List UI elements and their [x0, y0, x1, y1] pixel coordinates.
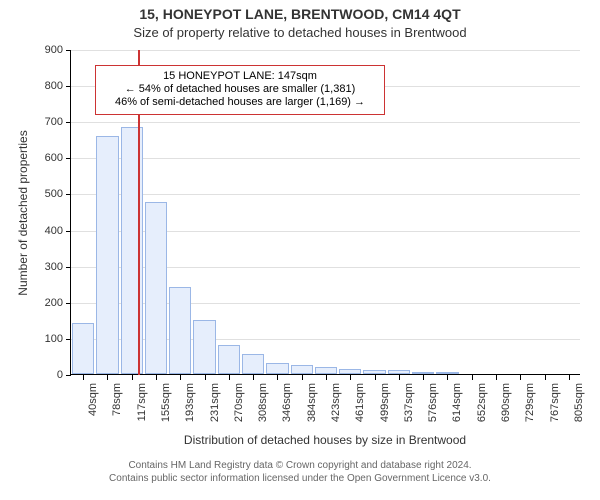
xtick-mark — [253, 375, 254, 380]
xtick-mark — [375, 375, 376, 380]
annotation-line: 46% of semi-detached houses are larger (… — [102, 96, 378, 109]
xtick-label: 384sqm — [306, 383, 318, 422]
ytick-mark — [66, 50, 71, 51]
histogram-bar — [242, 354, 264, 374]
xtick-mark — [277, 375, 278, 380]
annotation-box: 15 HONEYPOT LANE: 147sqm← 54% of detache… — [95, 65, 385, 115]
xtick-label: 78sqm — [111, 383, 123, 416]
footer-line-1: Contains HM Land Registry data © Crown c… — [0, 460, 600, 473]
ytick-mark — [66, 86, 71, 87]
histogram-bar — [96, 136, 118, 374]
ytick-label: 400 — [31, 225, 63, 237]
ytick-mark — [66, 303, 71, 304]
xtick-mark — [520, 375, 521, 380]
xtick-label: 270sqm — [233, 383, 245, 422]
ytick-label: 900 — [31, 44, 63, 56]
xtick-label: 155sqm — [160, 383, 172, 422]
xtick-label: 729sqm — [524, 383, 536, 422]
gridline — [71, 194, 580, 195]
xtick-mark — [302, 375, 303, 380]
ytick-mark — [66, 194, 71, 195]
histogram-bar — [363, 370, 385, 374]
ytick-mark — [66, 339, 71, 340]
xtick-label: 805sqm — [573, 383, 585, 422]
histogram-bar — [145, 202, 167, 374]
chart-footer: Contains HM Land Registry data © Crown c… — [0, 460, 600, 485]
xtick-mark — [83, 375, 84, 380]
ytick-label: 0 — [31, 369, 63, 381]
ytick-label: 300 — [31, 261, 63, 273]
ytick-mark — [66, 122, 71, 123]
y-axis-label: Number of detached properties — [16, 113, 30, 313]
chart-subtitle: Size of property relative to detached ho… — [0, 25, 600, 40]
xtick-mark — [399, 375, 400, 380]
xtick-label: 423sqm — [330, 383, 342, 422]
histogram-bar — [315, 367, 337, 374]
xtick-mark — [423, 375, 424, 380]
xtick-mark — [132, 375, 133, 380]
xtick-mark — [205, 375, 206, 380]
histogram-bar — [388, 370, 410, 374]
xtick-mark — [229, 375, 230, 380]
xtick-label: 537sqm — [403, 383, 415, 422]
xtick-mark — [545, 375, 546, 380]
ytick-label: 100 — [31, 333, 63, 345]
annotation-line: ← 54% of detached houses are smaller (1,… — [102, 83, 378, 96]
xtick-label: 690sqm — [500, 383, 512, 422]
ytick-mark — [66, 375, 71, 376]
xtick-label: 40sqm — [87, 383, 99, 416]
xtick-mark — [472, 375, 473, 380]
gridline — [71, 50, 580, 51]
x-axis-label: Distribution of detached houses by size … — [70, 433, 580, 447]
xtick-label: 117sqm — [136, 383, 148, 421]
xtick-mark — [350, 375, 351, 380]
xtick-label: 614sqm — [451, 383, 463, 422]
histogram-bar — [193, 320, 215, 374]
chart-title: 15, HONEYPOT LANE, BRENTWOOD, CM14 4QT — [0, 6, 600, 22]
histogram-bar — [218, 345, 240, 374]
gridline — [71, 158, 580, 159]
histogram-bar — [169, 287, 191, 374]
histogram-bar — [412, 372, 434, 374]
gridline — [71, 122, 580, 123]
ytick-label: 200 — [31, 297, 63, 309]
ytick-mark — [66, 158, 71, 159]
xtick-label: 767sqm — [549, 383, 561, 422]
annotation-line: 15 HONEYPOT LANE: 147sqm — [102, 70, 378, 83]
xtick-label: 576sqm — [427, 383, 439, 422]
histogram-bar — [436, 372, 458, 374]
xtick-label: 461sqm — [354, 383, 366, 422]
xtick-mark — [496, 375, 497, 380]
xtick-mark — [180, 375, 181, 380]
xtick-mark — [107, 375, 108, 380]
footer-line-2: Contains public sector information licen… — [0, 473, 600, 486]
histogram-bar — [72, 323, 94, 374]
xtick-mark — [447, 375, 448, 380]
xtick-label: 652sqm — [476, 383, 488, 422]
ytick-label: 500 — [31, 188, 63, 200]
xtick-label: 231sqm — [209, 383, 221, 422]
histogram-bar — [291, 365, 313, 374]
xtick-label: 346sqm — [281, 383, 293, 422]
chart-container: 15, HONEYPOT LANE, BRENTWOOD, CM14 4QT S… — [0, 0, 600, 500]
ytick-label: 800 — [31, 80, 63, 92]
ytick-label: 700 — [31, 116, 63, 128]
ytick-mark — [66, 231, 71, 232]
ytick-mark — [66, 267, 71, 268]
histogram-bar — [266, 363, 288, 374]
xtick-label: 499sqm — [379, 383, 391, 422]
xtick-mark — [569, 375, 570, 380]
xtick-label: 308sqm — [257, 383, 269, 422]
ytick-label: 600 — [31, 152, 63, 164]
xtick-mark — [326, 375, 327, 380]
histogram-bar — [339, 369, 361, 374]
xtick-label: 193sqm — [184, 383, 196, 422]
xtick-mark — [156, 375, 157, 380]
